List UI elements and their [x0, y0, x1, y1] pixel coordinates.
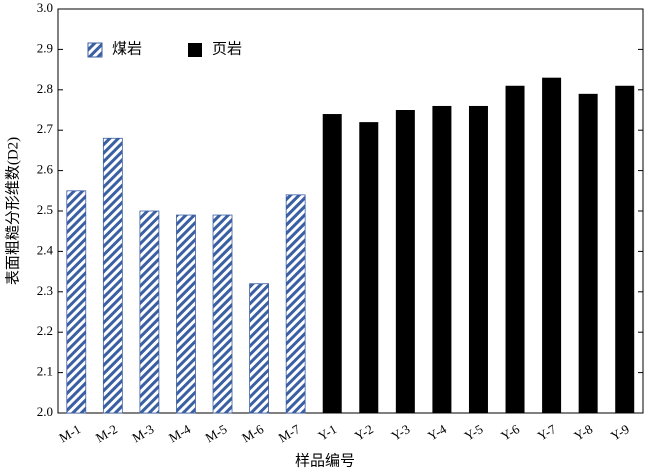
bar — [505, 85, 525, 413]
x-tick-label: Y-3 — [389, 421, 413, 443]
bar — [432, 105, 452, 414]
y-tick-label: 2.6 — [37, 162, 54, 177]
y-tick-label: 2.8 — [37, 81, 53, 96]
x-tick-label: M-7 — [276, 421, 303, 445]
x-tick-label: Y-5 — [462, 421, 486, 443]
y-tick-label: 2.5 — [37, 202, 53, 217]
bar — [66, 190, 87, 414]
y-tick-label: 2.9 — [37, 40, 53, 55]
x-axis-label: 样品编号 — [295, 452, 355, 469]
bar — [542, 77, 562, 414]
bar — [395, 110, 415, 413]
bar — [285, 194, 306, 414]
x-tick-label: Y-6 — [498, 421, 522, 444]
x-tick-label: Y-1 — [315, 421, 339, 443]
bar — [615, 85, 635, 413]
legend-swatch — [188, 43, 202, 57]
x-tick-label: Y-9 — [608, 421, 632, 443]
x-tick-label: M-4 — [166, 421, 193, 445]
bar — [359, 122, 379, 414]
y-tick-label: 2.3 — [37, 283, 53, 298]
x-tick-label: M-6 — [239, 421, 266, 445]
x-tick-label: Y-7 — [535, 421, 559, 444]
x-tick-label: M-2 — [93, 421, 120, 445]
legend-label: 煤岩 — [112, 40, 142, 57]
bar — [578, 93, 598, 413]
y-tick-label: 2.7 — [37, 121, 54, 136]
x-tick-label: Y-4 — [425, 421, 449, 444]
bar — [139, 210, 160, 414]
y-tick-label: 2.1 — [37, 364, 53, 379]
y-tick-label: 3.0 — [37, 0, 53, 15]
bar — [102, 137, 123, 414]
x-tick-label: M-1 — [56, 421, 83, 445]
y-axis-label: 表面粗糙分形维数(D2) — [4, 137, 21, 285]
legend-label: 页岩 — [212, 40, 242, 57]
bar — [212, 214, 233, 414]
bar — [322, 114, 342, 413]
legend-swatch — [87, 42, 103, 58]
bar — [249, 283, 269, 414]
x-tick-label: Y-8 — [571, 421, 595, 443]
x-tick-label: M-5 — [203, 421, 230, 445]
bar — [176, 214, 196, 414]
bar — [468, 105, 488, 414]
y-tick-label: 2.0 — [37, 404, 53, 419]
x-tick-label: M-3 — [130, 421, 157, 445]
y-tick-label: 2.2 — [37, 323, 53, 338]
y-tick-label: 2.4 — [37, 242, 54, 257]
x-tick-label: Y-2 — [352, 421, 376, 443]
